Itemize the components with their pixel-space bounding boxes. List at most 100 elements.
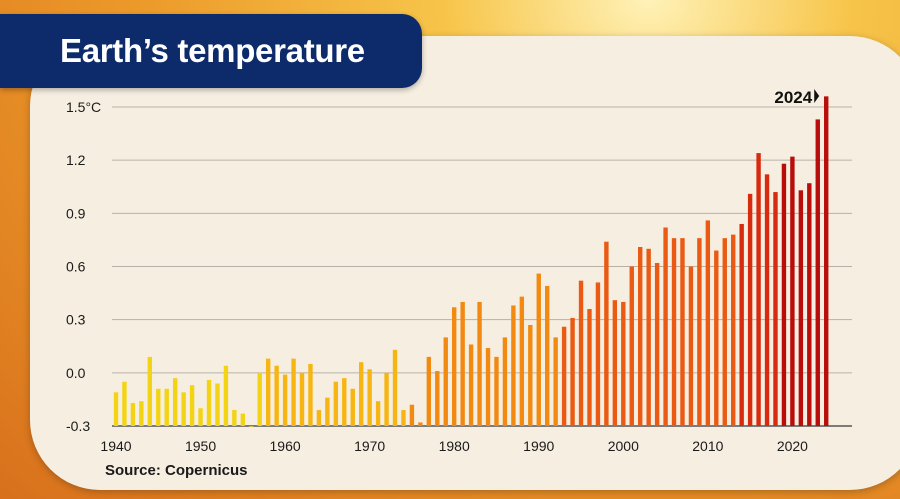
- bar-1997: [595, 282, 601, 426]
- bar-1942: [130, 402, 136, 426]
- bar-1945: [156, 388, 161, 426]
- bar-1954: [232, 410, 237, 426]
- bar-1977: [426, 356, 432, 426]
- bar-1995: [578, 280, 584, 426]
- bar-1946: [164, 388, 169, 426]
- bar-1967: [342, 378, 347, 426]
- y-tick-label: 1.5°C: [66, 99, 101, 115]
- bar-1953: [223, 365, 229, 426]
- bar-1983: [477, 301, 482, 426]
- title-banner: Earth’s temperature: [0, 14, 422, 88]
- bar-2006: [671, 238, 677, 426]
- x-tick-label: 1940: [100, 438, 131, 454]
- bar-2000: [621, 301, 626, 426]
- y-tick-label: -0.3: [66, 418, 90, 434]
- bar-1951: [206, 379, 212, 426]
- bar-1978: [435, 371, 440, 426]
- bar-1952: [215, 383, 220, 426]
- bar-1965: [325, 397, 330, 426]
- bar-1994: [570, 317, 575, 426]
- y-tick-label: 0.0: [66, 365, 86, 381]
- bar-1981: [460, 301, 465, 426]
- bar-1980: [452, 307, 457, 426]
- bar-2011: [714, 250, 719, 426]
- bar-2010: [705, 220, 711, 426]
- y-tick-label: 0.3: [66, 312, 86, 328]
- bar-1950: [198, 408, 203, 426]
- x-tick-label: 2010: [692, 438, 723, 454]
- bar-1985: [494, 356, 499, 426]
- bar-2018: [773, 192, 778, 426]
- bar-1990: [536, 273, 541, 426]
- bar-1948: [181, 392, 186, 426]
- bar-1961: [291, 358, 296, 426]
- x-tick-label: 1980: [439, 438, 470, 454]
- bar-1982: [468, 344, 474, 426]
- bar-2021: [798, 190, 804, 426]
- bar-1984: [485, 348, 491, 426]
- bar-1944: [147, 356, 153, 426]
- bar-1969: [358, 362, 364, 426]
- bar-1959: [274, 365, 279, 426]
- y-tick-label: 0.9: [66, 205, 86, 221]
- bar-1947: [172, 378, 178, 426]
- bar-1957: [257, 372, 262, 426]
- bar-1943: [139, 401, 144, 426]
- bar-2023: [815, 119, 820, 427]
- y-tick-label: 1.2: [66, 152, 86, 168]
- bar-1966: [333, 381, 339, 426]
- page-title: Earth’s temperature: [60, 32, 365, 69]
- bar-2004: [654, 262, 660, 426]
- x-tick-label: 2000: [608, 438, 639, 454]
- bar-2007: [680, 238, 685, 426]
- bar-1949: [189, 385, 195, 426]
- bar-2017: [764, 174, 770, 426]
- source-caption: Source: Copernicus: [105, 462, 248, 479]
- bar-2008: [688, 266, 694, 426]
- bar-2015: [747, 193, 753, 426]
- bar-2014: [739, 223, 744, 426]
- bar-1973: [392, 349, 398, 426]
- bar-2012: [722, 238, 727, 426]
- bar-1956: [249, 426, 254, 427]
- bar-2002: [638, 247, 643, 426]
- bar-2020: [790, 156, 795, 426]
- bar-2013: [731, 234, 736, 426]
- bar-1991: [545, 285, 550, 426]
- bar-1976: [418, 422, 423, 426]
- bar-1986: [502, 337, 508, 426]
- bar-1988: [519, 296, 525, 426]
- bar-1993: [561, 326, 567, 426]
- bar-1958: [265, 358, 271, 426]
- bar-1996: [587, 309, 592, 426]
- bar-2024: [824, 96, 829, 426]
- bar-1972: [384, 372, 389, 426]
- bar-2001: [629, 266, 634, 426]
- y-tick-label: 0.6: [66, 259, 86, 275]
- bar-1941: [122, 381, 127, 426]
- annotation-pointer-icon: [814, 89, 820, 103]
- bar-1992: [553, 337, 558, 426]
- bar-1962: [299, 372, 305, 426]
- bar-1963: [308, 363, 313, 426]
- x-tick-label: 1970: [354, 438, 385, 454]
- x-tick-label: 1950: [185, 438, 216, 454]
- x-tick-label: 1960: [270, 438, 301, 454]
- bar-1979: [443, 337, 448, 426]
- bar-1970: [367, 369, 372, 426]
- bar-2009: [697, 238, 702, 426]
- bar-1999: [612, 300, 618, 426]
- bar-1987: [511, 305, 516, 426]
- bar-1960: [282, 374, 288, 426]
- bar-1989: [528, 324, 533, 426]
- bar-2005: [663, 227, 668, 426]
- bar-1975: [409, 404, 415, 426]
- x-tick-label: 2020: [777, 438, 808, 454]
- bar-1940: [113, 392, 119, 426]
- bar-1998: [604, 241, 609, 426]
- bar-2016: [756, 153, 761, 427]
- annotation-2024-label: 2024: [774, 88, 812, 107]
- bar-1955: [240, 413, 246, 426]
- x-tick-label: 1990: [523, 438, 554, 454]
